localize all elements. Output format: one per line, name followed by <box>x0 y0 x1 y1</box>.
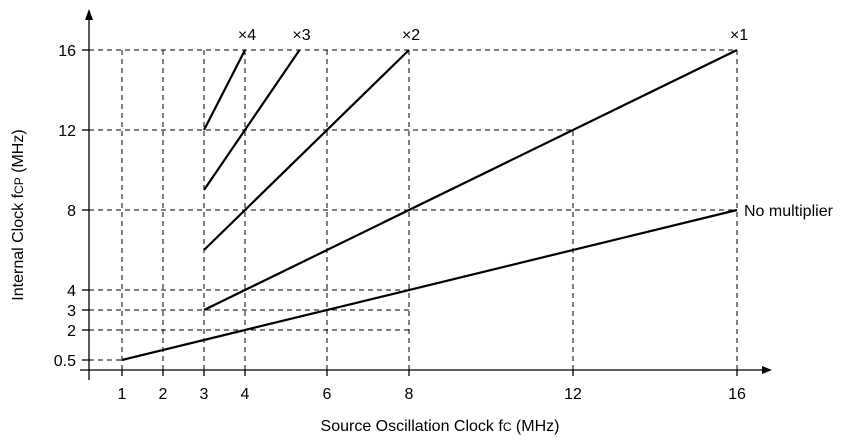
y-tick-label: 0.5 <box>54 353 76 370</box>
series-line-0 <box>121 208 738 362</box>
series-label-4: ×4 <box>238 27 256 44</box>
x-tick-label: 16 <box>728 386 746 403</box>
y-tick-label: 16 <box>58 43 76 60</box>
x-tick-label: 6 <box>323 386 332 403</box>
y-tick-label: 2 <box>67 323 76 340</box>
y-axis-title-subscript: CP <box>12 177 26 194</box>
series-label-2: ×2 <box>402 27 420 44</box>
series-label-0: No multiplier <box>744 203 834 220</box>
x-tick-label: 1 <box>118 386 127 403</box>
x-tick-label: 3 <box>200 386 209 403</box>
series-label-3: ×3 <box>292 27 310 44</box>
x-axis-title-unit: (MHz) <box>511 418 559 435</box>
series-layer <box>121 49 738 362</box>
x-tick-label: 8 <box>405 386 414 403</box>
axes <box>80 9 772 380</box>
x-axis-title: Source Oscillation Clock fC (MHz) <box>321 418 560 435</box>
y-axis-title: Internal Clock fCP (MHz) <box>10 129 27 300</box>
y-axis-title-unit: (MHz) <box>10 129 27 177</box>
y-tick-label: 4 <box>67 283 76 300</box>
series-line-4 <box>203 49 246 131</box>
series-label-1: ×1 <box>730 27 748 44</box>
y-axis-arrow-icon <box>85 9 93 20</box>
series-line-1 <box>203 49 738 311</box>
y-axis-title-main: Internal Clock f <box>10 193 27 300</box>
series-label-layer: No multiplier ×1 ×2 ×3 ×4 <box>238 27 834 220</box>
y-tick-label: 12 <box>58 123 76 140</box>
x-axis-title-main: Source Oscillation Clock f <box>321 418 504 435</box>
x-axis-arrow-icon <box>762 366 772 374</box>
series-line-2 <box>203 49 410 251</box>
x-axis-title-subscript: C <box>503 420 512 434</box>
y-tick-label: 3 <box>67 303 76 320</box>
x-tick-label: 12 <box>564 386 582 403</box>
y-tick-label: 8 <box>67 203 76 220</box>
x-tick-label: 4 <box>241 386 250 403</box>
x-tick-label: 2 <box>159 386 168 403</box>
series-line-3 <box>203 49 301 191</box>
